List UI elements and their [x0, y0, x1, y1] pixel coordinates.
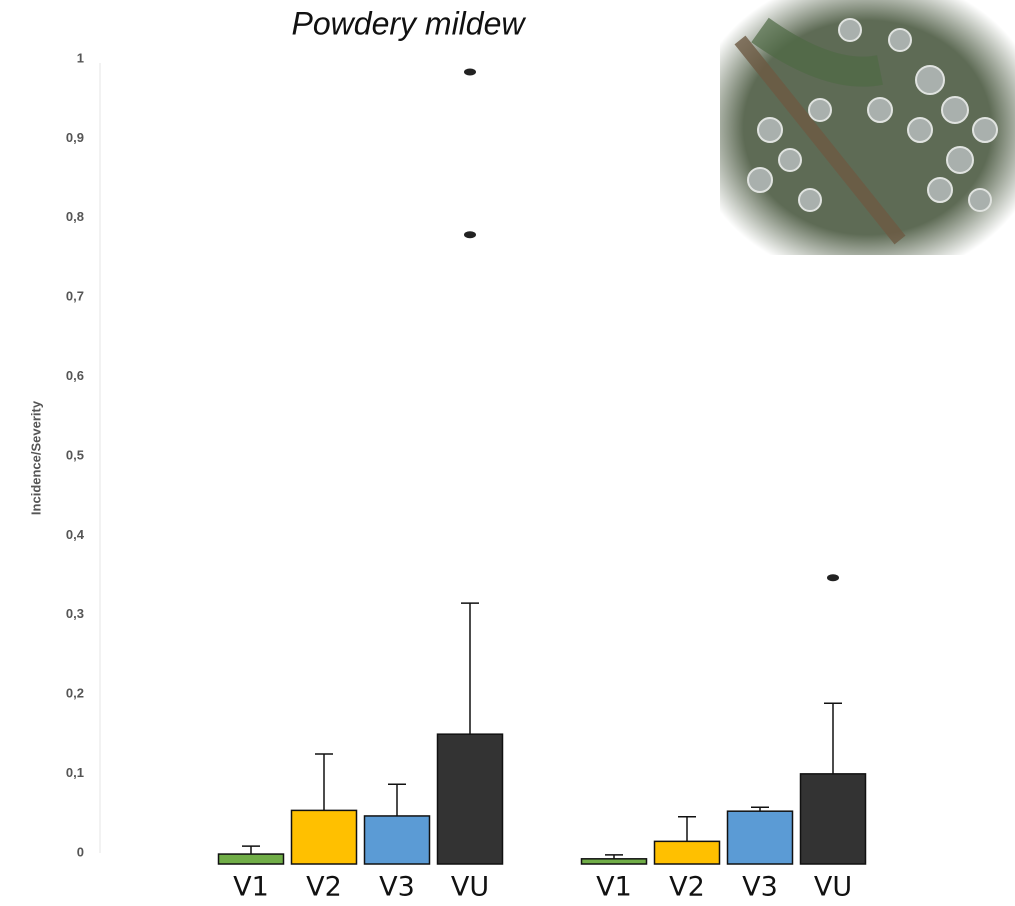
bar	[219, 854, 284, 864]
y-tick-label: 0,8	[66, 209, 84, 224]
y-axis-label: Incidence/Severity	[28, 400, 43, 515]
y-tick-label: 0,9	[66, 130, 84, 145]
chart-title: Powdery mildew	[292, 5, 527, 41]
y-tick-label: 0	[77, 844, 84, 859]
bar	[292, 810, 357, 864]
x-tick-label: V2	[306, 872, 342, 903]
x-tick-label: VU	[451, 872, 489, 903]
bar	[582, 859, 647, 864]
x-tick-label: V3	[742, 872, 778, 903]
y-tick-label: 0,3	[66, 606, 84, 621]
bar	[655, 841, 720, 864]
bar	[365, 816, 430, 864]
bar	[728, 811, 793, 864]
y-tick-label: 0,2	[66, 686, 84, 701]
y-tick-label: 0,1	[66, 765, 84, 780]
y-tick-label: 0,7	[66, 289, 84, 304]
x-tick-label: V1	[596, 872, 632, 903]
bar	[801, 774, 866, 864]
y-tick-label: 0,6	[66, 368, 84, 383]
y-tick-label: 0,4	[66, 527, 85, 542]
bar	[438, 734, 503, 864]
x-tick-label: V1	[233, 872, 269, 903]
outlier	[827, 574, 839, 581]
outlier	[464, 231, 476, 238]
x-tick-label: V3	[379, 872, 415, 903]
chart: Powdery mildew Incidence/Severity 0 0,1 0,…	[0, 0, 1015, 906]
outlier	[464, 68, 476, 75]
y-tick-label: 1	[77, 50, 84, 65]
photo	[720, 0, 1015, 255]
y-tick-label: 0,5	[66, 447, 84, 462]
x-tick-label: VU	[814, 872, 852, 903]
x-tick-label: V2	[669, 872, 705, 903]
